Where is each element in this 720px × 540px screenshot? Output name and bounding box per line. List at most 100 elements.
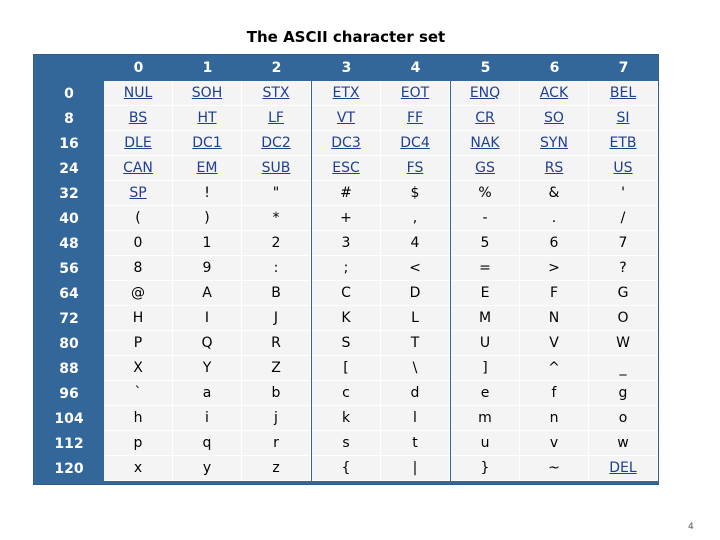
control-code-link[interactable]: SOH <box>173 81 242 106</box>
control-code-link[interactable]: FS <box>381 156 450 181</box>
control-code-link[interactable]: FF <box>381 106 450 131</box>
character-cell: + <box>312 206 381 231</box>
control-code-link[interactable]: DC2 <box>242 131 311 156</box>
character-cell: m <box>451 406 520 431</box>
table-row: 120 x y z{|} ~ DEL <box>34 456 658 481</box>
control-code-link[interactable]: VT <box>312 106 381 131</box>
character-cell: H <box>104 306 173 331</box>
header-corner <box>34 55 104 81</box>
row-label: 56 <box>59 260 79 277</box>
control-code-link[interactable]: ETB <box>589 131 658 156</box>
character-cell: L <box>381 306 450 331</box>
control-code-link[interactable]: SI <box>589 106 658 131</box>
character-cell: x <box>104 456 173 481</box>
control-code-link[interactable]: SUB <box>242 156 311 181</box>
control-code-link[interactable]: LF <box>242 106 311 131</box>
character-cell: \ <box>381 356 450 381</box>
control-code-link[interactable]: ACK <box>520 81 589 106</box>
column-header: 2 <box>271 60 282 76</box>
control-code-link[interactable]: DC1 <box>173 131 242 156</box>
row-label: 8 <box>64 110 74 127</box>
character-cell: 2 <box>242 231 311 256</box>
control-code-link[interactable]: RS <box>520 156 589 181</box>
row-label: 0 <box>64 85 74 102</box>
character-cell: E <box>451 281 520 306</box>
table-row: 0 NUL SOH STX ETX EOT ENQ ACK BEL <box>34 81 658 106</box>
header-row: 0 1 2 3 4 5 6 7 <box>34 55 658 81</box>
control-code-link[interactable]: CAN <box>104 156 173 181</box>
control-code-link[interactable]: BS <box>104 106 173 131</box>
character-cell: O <box>589 306 658 331</box>
character-cell: s <box>312 431 381 456</box>
table-row: 16 DLE DC1 DC2 DC3 DC4 NAK SYN ETB <box>34 131 658 156</box>
character-cell: ^ <box>520 356 589 381</box>
character-cell: p <box>104 431 173 456</box>
character-cell: ~ <box>520 456 589 481</box>
control-code-link[interactable]: DLE <box>104 131 173 156</box>
table-row: 56 8 9:; < = >? <box>34 256 658 281</box>
row-label: 64 <box>59 285 79 302</box>
character-cell: N <box>520 306 589 331</box>
control-code-link[interactable]: EM <box>173 156 242 181</box>
table-row: 8 BS HT LF VT FF CR SO SI <box>34 106 658 131</box>
character-cell: k <box>312 406 381 431</box>
control-code-link[interactable]: SO <box>520 106 589 131</box>
character-cell: j <box>242 406 311 431</box>
control-code-link[interactable]: DC3 <box>312 131 381 156</box>
character-cell: | <box>381 456 450 481</box>
character-cell: 0 <box>104 231 173 256</box>
character-cell: h <box>104 406 173 431</box>
character-cell: V <box>520 331 589 356</box>
control-code-link[interactable]: GS <box>451 156 520 181</box>
row-label: 96 <box>59 385 79 402</box>
character-cell: { <box>312 456 381 481</box>
character-cell: q <box>173 431 242 456</box>
character-cell: F <box>520 281 589 306</box>
table-row: 32 SP! " # $% & ' <box>34 181 658 206</box>
character-cell: b <box>242 381 311 406</box>
column-header: 0 <box>133 60 144 76</box>
control-code-link[interactable]: SP <box>104 181 173 206</box>
character-cell: e <box>451 381 520 406</box>
control-code-link[interactable]: EOT <box>381 81 450 106</box>
character-cell: Z <box>242 356 311 381</box>
page-number: 4 <box>688 522 694 532</box>
table-row: 80 P Q R S T U V W <box>34 331 658 356</box>
character-cell: ; <box>312 256 381 281</box>
character-cell: a <box>173 381 242 406</box>
control-code-link[interactable]: STX <box>242 81 311 106</box>
control-code-link[interactable]: ENQ <box>451 81 520 106</box>
character-cell: } <box>451 456 520 481</box>
character-cell: d <box>381 381 450 406</box>
control-code-link[interactable]: NUL <box>104 81 173 106</box>
character-cell: * <box>242 206 311 231</box>
control-code-link[interactable]: DEL <box>589 456 658 481</box>
character-cell: B <box>242 281 311 306</box>
control-code-link[interactable]: CR <box>451 106 520 131</box>
control-code-link[interactable]: ESC <box>312 156 381 181</box>
control-code-link[interactable]: HT <box>173 106 242 131</box>
control-code-link[interactable]: US <box>589 156 658 181</box>
character-cell: ! <box>173 181 242 206</box>
character-cell: G <box>589 281 658 306</box>
row-label: 120 <box>54 460 84 477</box>
control-code-link[interactable]: NAK <box>451 131 520 156</box>
character-cell: C <box>312 281 381 306</box>
character-cell: P <box>104 331 173 356</box>
character-cell: 5 <box>451 231 520 256</box>
control-code-link[interactable]: BEL <box>589 81 658 106</box>
control-code-link[interactable]: ETX <box>312 81 381 106</box>
character-cell: A <box>173 281 242 306</box>
character-cell: v <box>520 431 589 456</box>
control-code-link[interactable]: DC4 <box>381 131 450 156</box>
control-code-link[interactable]: SYN <box>520 131 589 156</box>
column-header: 1 <box>202 60 213 76</box>
character-cell: f <box>520 381 589 406</box>
character-cell: w <box>589 431 658 456</box>
character-cell: i <box>173 406 242 431</box>
character-cell: n <box>520 406 589 431</box>
character-cell: " <box>242 181 311 206</box>
character-cell: M <box>451 306 520 331</box>
character-cell: D <box>381 281 450 306</box>
